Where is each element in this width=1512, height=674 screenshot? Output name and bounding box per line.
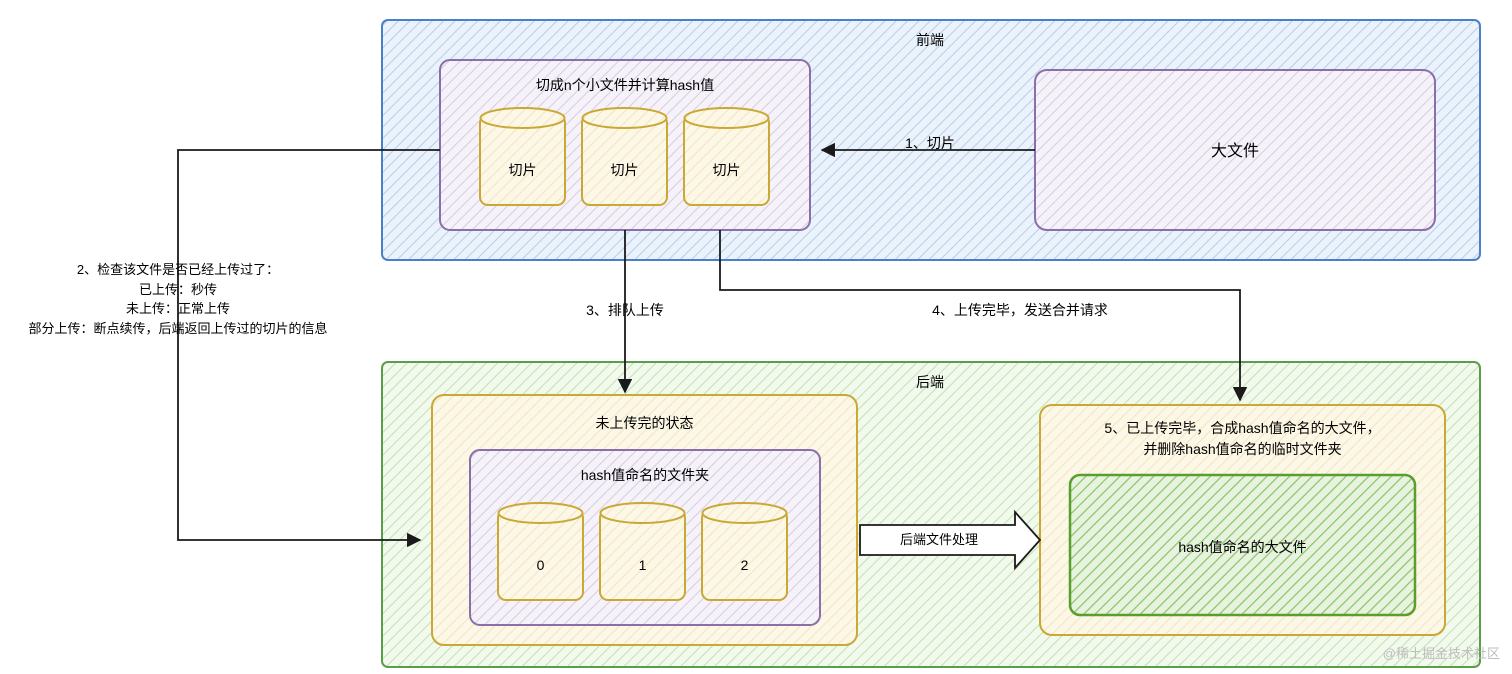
folder-chip-0-label: 0	[498, 555, 583, 576]
big-file-label: 大文件	[1035, 140, 1435, 164]
folder-chip-0	[498, 503, 583, 600]
not-done-title: 未上传完的状态	[432, 413, 857, 434]
edge-e3-label: 3、排队上传	[560, 300, 690, 321]
slice-chip-2-label: 切片	[582, 160, 667, 181]
folder-chip-2-label: 2	[702, 555, 787, 576]
folder-chip-1-label: 1	[600, 555, 685, 576]
slice-chip-1	[480, 108, 565, 205]
watermark: @稀土掘金技术社区	[1383, 644, 1500, 664]
slice-chip-3	[684, 108, 769, 205]
edge-e1-label: 1、切片	[880, 133, 980, 154]
edge-e4-label: 4、上传完毕，发送合并请求	[890, 300, 1150, 321]
folder-title: hash值命名的文件夹	[470, 465, 820, 486]
edge-e2-label: 2、检查该文件是否已经上传过了： 已上传：秒传 未上传：正常上传 部分上传：断点…	[8, 260, 348, 338]
diagram-canvas: 前端 后端 切成n个小文件并计算hash值 切片 切片 切片 大文件 未上传完的…	[0, 0, 1512, 669]
folder-chip-2	[702, 503, 787, 600]
slice-chip-2	[582, 108, 667, 205]
slice-chip-3-label: 切片	[684, 160, 769, 181]
backend-label: 后端	[900, 372, 960, 393]
done-title: 5、已上传完毕，合成hash值命名的大文件， 并删除hash值命名的临时文件夹	[1040, 418, 1445, 460]
slice-chip-1-label: 切片	[480, 160, 565, 181]
slice-box-title: 切成n个小文件并计算hash值	[440, 75, 810, 96]
folder-chip-1	[600, 503, 685, 600]
edge-e5-label: 后端文件处理	[860, 530, 1018, 550]
frontend-label: 前端	[900, 30, 960, 51]
done-inner-label: hash值命名的大文件	[1070, 537, 1415, 558]
